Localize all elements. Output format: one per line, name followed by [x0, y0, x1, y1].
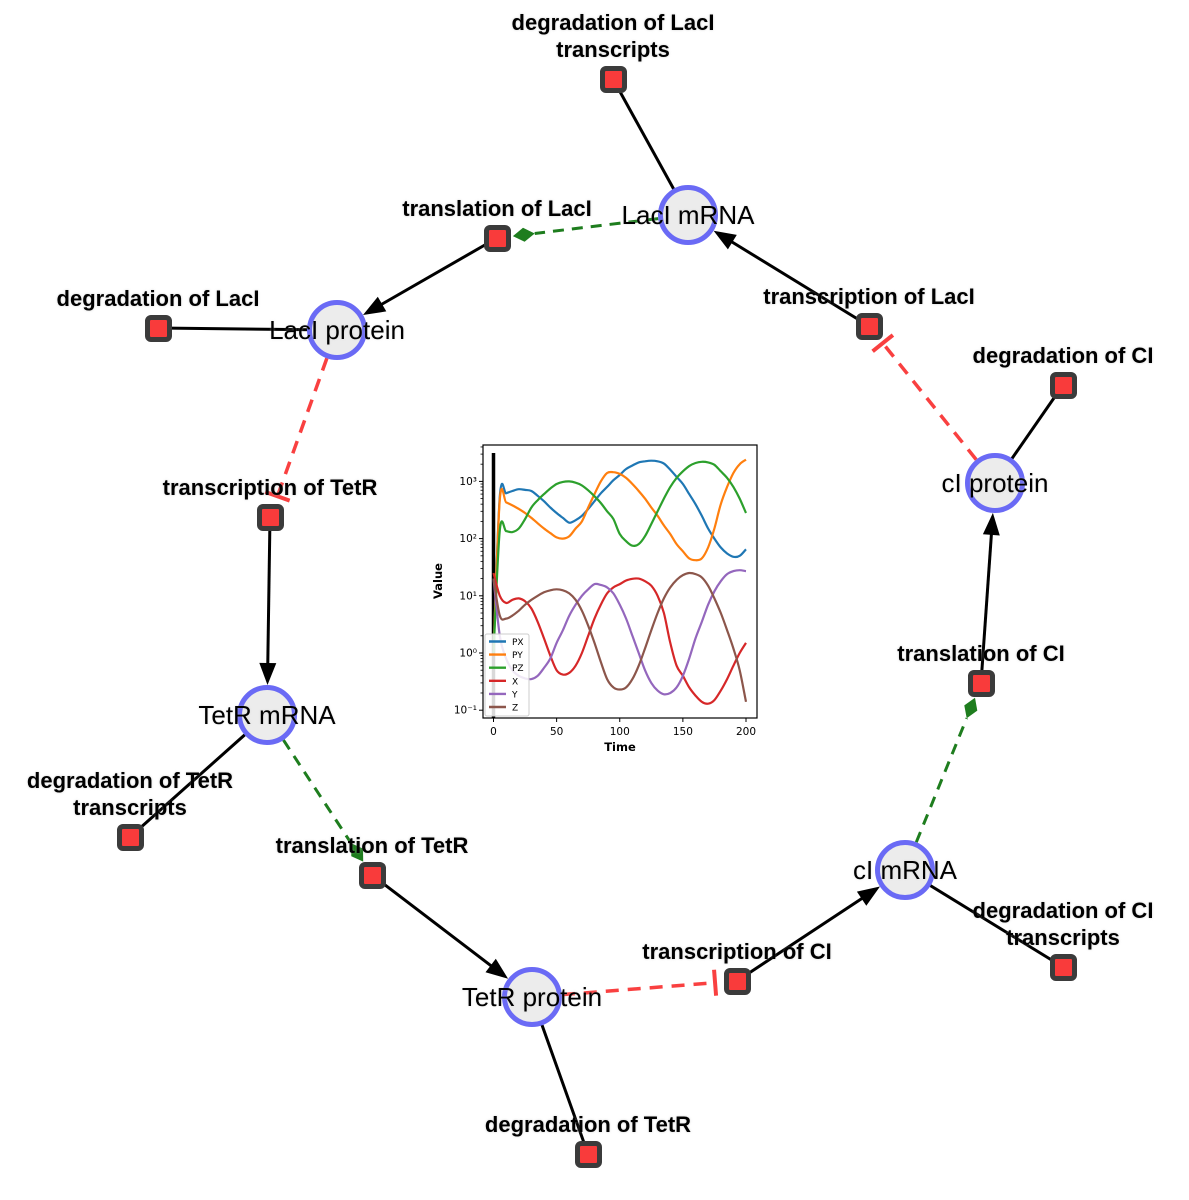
legend-label-PX: PX [512, 638, 524, 648]
x-tick-label: 150 [673, 726, 693, 738]
chart-axes-frame [479, 444, 758, 722]
edge-modifier-tetR_mRNA-tl_tetR [282, 739, 353, 845]
y-tick-label: 10¹ [459, 590, 477, 602]
reaction-label-deg_tetR_tx: degradation of TetR transcripts [26, 768, 234, 820]
reaction-node-deg_tetR_tx [116, 823, 144, 851]
chart-legend: PX PY PZ XYZ [484, 633, 530, 717]
species-label-cI_mRNA: cI mRNA [853, 855, 957, 885]
edge-inhibition-lacI_protein-tc_tetR [275, 357, 329, 497]
edge-inhibition-tetR_protein-tc_cI [561, 980, 716, 997]
edge-production-tc_cI-cI_mRNA-arrowhead-icon [856, 886, 880, 906]
y-tick-label: 10⁰ [459, 648, 477, 660]
reaction-label-deg_lacI: degradation of LacI [56, 286, 260, 311]
reaction-node-tl_cI [967, 669, 995, 697]
x-tick-label: 200 [736, 726, 756, 738]
edge-production-tl_lacI-lacI_protein-arrowhead-icon [363, 296, 387, 315]
reaction-node-tl_lacI [483, 224, 511, 252]
chart-line-PX [492, 459, 747, 654]
reaction-label-tl_tetR: translation of TetR [275, 833, 469, 858]
reaction-label-deg_cI: degradation of CI [972, 343, 1154, 368]
edge-inhibition-lacI_protein-tc_tetR-tbar-icon [264, 490, 291, 503]
species-label-tetR_mRNA: TetR mRNA [198, 700, 336, 730]
species-node-tetR_protein [502, 967, 562, 1027]
species-label-cI_protein: cI protein [941, 468, 1049, 498]
chart-series-lines [491, 453, 748, 718]
legend-label-Z: Z [512, 704, 518, 714]
y-tick-label: 10² [459, 533, 477, 545]
y-axis-label: Value [431, 563, 445, 599]
reaction-label-deg_cI_tx: degradation of CI transcripts [972, 898, 1154, 950]
chart-line-PZ [492, 460, 748, 654]
legend-label-X: X [512, 677, 518, 687]
y-tick-label: 10³ [459, 476, 477, 488]
species-label-tetR_protein: TetR protein [461, 982, 603, 1012]
species-node-tetR_mRNA [237, 685, 297, 745]
species-node-lacI_mRNA [658, 185, 718, 245]
reaction-node-tc_lacI [855, 312, 883, 340]
reaction-label-tc_tetR: transcription of TetR [162, 475, 378, 500]
reaction-node-deg_tetR [574, 1140, 602, 1168]
reaction-label-tc_lacI: transcription of LacI [763, 284, 975, 309]
species-node-cI_protein [965, 453, 1025, 513]
y-tick-label: 10⁻¹ [454, 705, 477, 717]
x-tick-label: 50 [550, 726, 563, 738]
edge-production-tc_lacI-lacI_mRNA-arrowhead-icon [713, 230, 737, 250]
reaction-label-tc_cI: transcription of CI [642, 939, 832, 964]
legend-label-PY: PY [512, 651, 523, 661]
reaction-node-deg_cI [1049, 371, 1077, 399]
edge-modifier-lacI_mRNA-tl_lacI [534, 217, 659, 235]
edge-production-tc_lacI-lacI_mRNA [724, 236, 870, 328]
edge-production-tl_tetR-tetR_protein-arrowhead-icon [485, 958, 509, 979]
edge-production-tl_cI-cI_protein [979, 526, 994, 684]
reaction-node-tc_cI [723, 967, 751, 995]
chart-tick-labels: 0 50 100 150 200 10⁻¹ 10⁰ 10¹ 10² 10³ [454, 476, 756, 738]
reaction-label-tl_lacI: translation of LacI [402, 196, 592, 221]
x-tick-label: 0 [490, 726, 497, 738]
edge-modifier-cI_mRNA-tl_cI-diamond-icon [964, 697, 978, 719]
species-node-cI_mRNA [875, 840, 935, 900]
reaction-node-tl_tetR [358, 861, 386, 889]
legend-label-Y: Y [511, 690, 518, 700]
inset-simulation-chart: 0 50 100 150 200 10⁻¹ 10⁰ 10¹ 10² 10³ Time Value … [428, 438, 773, 768]
x-axis-label: Time [604, 740, 636, 754]
edge-inhibition-cI_protein-tc_lacI-tbar-icon [871, 333, 895, 353]
edge-production-tl_tetR-tetR_protein [371, 873, 498, 972]
reaction-label-tl_cI: translation of CI [897, 641, 1065, 666]
edge-production-tc_tetR-tetR_mRNA [266, 516, 272, 672]
edge-consumption-cI_mRNA-deg_cI_tx [904, 868, 1064, 969]
edge-modifier-cI_mRNA-tl_cI [914, 717, 969, 843]
species-label-lacI_protein: LacI protein [269, 315, 405, 345]
edge-production-tl_cI-cI_protein-arrowhead-icon [982, 512, 1000, 536]
reaction-node-deg_lacI [144, 314, 172, 342]
reaction-node-tc_tetR [256, 503, 284, 531]
chart-line-Z [492, 571, 748, 703]
legend-label-PZ: PZ [512, 664, 524, 674]
chart-line-X [492, 572, 747, 705]
reaction-node-deg_cI_tx [1049, 953, 1077, 981]
reaction-label-deg_tetR: degradation of TetR [484, 1112, 692, 1137]
edge-modifier-tetR_mRNA-tl_tetR-diamond-icon [351, 843, 364, 862]
edge-modifier-lacI_mRNA-tl_lacI-diamond-icon [512, 227, 535, 242]
edge-production-tl_lacI-lacI_protein [374, 236, 498, 310]
reaction-label-deg_lacI_tx: degradation of LacI transcripts [511, 10, 715, 62]
reaction-node-deg_lacI_tx [599, 65, 627, 93]
edge-production-tc_tetR-tetR_mRNA-arrowhead-icon [259, 662, 277, 685]
edge-inhibition-cI_protein-tc_lacI [881, 342, 978, 461]
edge-production-tc_cI-cI_mRNA [736, 893, 870, 983]
chart-line-Y [492, 569, 747, 696]
species-node-lacI_protein [307, 300, 367, 360]
chart-line-PY [492, 458, 747, 654]
x-tick-label: 100 [610, 726, 630, 738]
edge-inhibition-tetR_protein-tc_cI-tbar-icon [712, 969, 719, 996]
species-label-lacI_mRNA: LacI mRNA [621, 200, 755, 230]
